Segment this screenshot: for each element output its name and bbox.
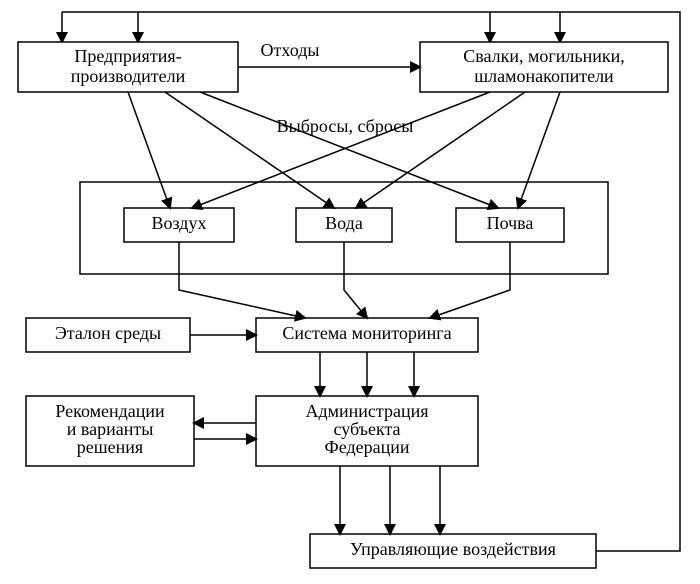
edge-air-to-monitoring <box>179 242 305 318</box>
monitoring-label: Система мониторинга <box>282 323 451 343</box>
flowchart: Предприятия- производители Свалки, могил… <box>0 0 700 584</box>
edge-dumps-to-air <box>192 92 490 208</box>
etalon-label: Эталон среды <box>55 323 161 343</box>
edge-enterprises-to-soil <box>200 92 498 208</box>
node-soil: Почва <box>456 208 564 242</box>
enterprises-line1: Предприятия- <box>74 46 181 66</box>
dumps-line1: Свалки, могильники, <box>463 46 625 66</box>
actions-label: Управляющие воздействия <box>350 539 556 559</box>
node-water: Вода <box>296 208 392 242</box>
recommend-line1: Рекомендации <box>55 401 165 421</box>
node-monitoring: Система мониторинга <box>256 318 478 352</box>
node-recommend: Рекомендации и варианты решения <box>26 396 194 466</box>
air-label: Воздух <box>152 213 207 233</box>
edge-water-to-monitoring <box>344 242 367 318</box>
edge-enterprises-to-air <box>128 92 170 208</box>
dumps-line2: шламонакопители <box>474 66 614 86</box>
feedback-loop <box>62 12 680 551</box>
node-actions: Управляющие воздействия <box>310 534 596 568</box>
edge-label-waste: Отходы <box>261 40 320 60</box>
edge-label-emissions: Выбросы, сбросы <box>277 116 414 136</box>
soil-label: Почва <box>487 213 534 233</box>
recommend-line3: решения <box>77 437 143 457</box>
admin-line3: Федерации <box>324 437 409 457</box>
water-label: Вода <box>325 213 363 233</box>
admin-line2: субъекта <box>333 419 400 439</box>
node-enterprises: Предприятия- производители <box>18 42 238 92</box>
admin-line1: Администрация <box>305 401 428 421</box>
node-air: Воздух <box>124 208 234 242</box>
edge-dumps-to-water <box>356 92 525 208</box>
edge-dumps-to-soil <box>518 92 560 208</box>
node-admin: Администрация субъекта Федерации <box>256 396 478 466</box>
edge-soil-to-monitoring <box>430 242 510 318</box>
node-etalon: Эталон среды <box>26 318 190 352</box>
node-dumps: Свалки, могильники, шламонакопители <box>420 42 668 92</box>
enterprises-line2: производители <box>71 66 186 86</box>
recommend-line2: и варианты <box>67 419 154 439</box>
edge-enterprises-to-water <box>165 92 334 208</box>
